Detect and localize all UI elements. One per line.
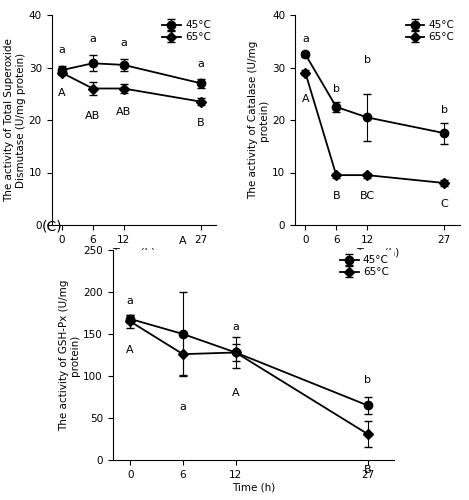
Text: C: C (440, 198, 448, 209)
Text: a: a (120, 38, 127, 48)
Text: b: b (333, 84, 340, 94)
Text: (C): (C) (42, 219, 63, 233)
Legend: 45°C, 65°C: 45°C, 65°C (406, 20, 454, 42)
Text: a: a (59, 46, 65, 56)
Text: A: A (179, 236, 187, 246)
X-axis label: Time (h): Time (h) (232, 482, 275, 492)
X-axis label: Time (h): Time (h) (356, 248, 399, 258)
Text: b: b (364, 375, 371, 385)
Text: a: a (127, 296, 134, 306)
Text: BC: BC (360, 191, 375, 201)
Text: AB: AB (116, 108, 131, 118)
Text: A: A (232, 388, 240, 398)
Text: a: a (89, 34, 96, 44)
Text: a: a (232, 322, 239, 332)
Text: A: A (302, 94, 309, 104)
Y-axis label: The activity of GSH-Px (U/mg
protein): The activity of GSH-Px (U/mg protein) (59, 280, 80, 430)
Text: a: a (180, 402, 186, 412)
Text: a: a (197, 59, 204, 69)
Text: B: B (197, 118, 204, 128)
Text: AB: AB (85, 110, 100, 120)
Text: B: B (364, 465, 371, 475)
Y-axis label: The activity of Catalase (U/mg
protein): The activity of Catalase (U/mg protein) (248, 41, 270, 199)
Text: b: b (441, 105, 448, 115)
Legend: 45°C, 65°C: 45°C, 65°C (162, 20, 211, 42)
Text: a: a (302, 34, 309, 44)
Text: A: A (58, 88, 66, 99)
Legend: 45°C, 65°C: 45°C, 65°C (340, 255, 389, 278)
Y-axis label: The activity of Total Superoxide
Dismutase (U/mg protein): The activity of Total Superoxide Dismuta… (4, 38, 26, 202)
Text: A: A (126, 345, 134, 355)
Text: B: B (333, 191, 340, 201)
X-axis label: Time (h): Time (h) (112, 248, 156, 258)
Text: b: b (363, 55, 371, 65)
